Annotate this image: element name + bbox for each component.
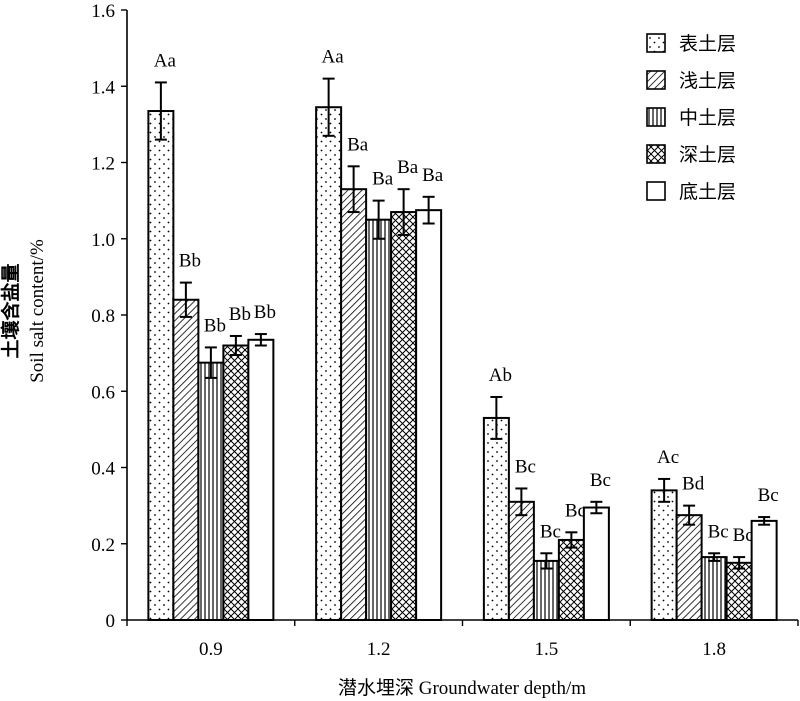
bar-dots bbox=[315, 106, 343, 621]
x-tick-label: 1.5 bbox=[535, 639, 559, 660]
significance-label: Ba bbox=[397, 157, 419, 178]
bar-dots bbox=[147, 110, 175, 621]
bar-blank bbox=[582, 506, 610, 621]
y-tick-label: 0.6 bbox=[91, 382, 115, 403]
bar-vertical bbox=[700, 556, 728, 621]
significance-label: Ac bbox=[657, 447, 679, 468]
significance-label: Bc bbox=[758, 485, 779, 506]
bar-blank bbox=[415, 209, 443, 621]
bar-diagonal bbox=[340, 188, 368, 621]
legend-label: 深土层 bbox=[679, 144, 736, 166]
legend-swatch-blank bbox=[646, 181, 666, 201]
y-axis: 0 0.2 0.4 0.6 0.8 1.0 1.2 1.4 1.6 bbox=[91, 1, 128, 632]
significance-label: Bb bbox=[229, 304, 251, 325]
y-tick-label: 0.2 bbox=[91, 535, 115, 556]
legend-label: 表土层 bbox=[679, 33, 736, 55]
legend-swatch-dots bbox=[646, 33, 666, 53]
bar-crosshatch bbox=[725, 561, 753, 621]
significance-label: Ba bbox=[372, 169, 394, 190]
x-tick-label: 0.9 bbox=[199, 639, 223, 660]
significance-label: Bc bbox=[540, 521, 561, 542]
x-axis: 0.9 1.2 1.5 1.8 bbox=[126, 619, 799, 660]
x-tick-label: 1.2 bbox=[367, 639, 391, 660]
bar-dots bbox=[650, 489, 678, 621]
bar-blank bbox=[750, 519, 778, 621]
significance-label: Bb bbox=[204, 315, 226, 336]
significance-label: Bb bbox=[179, 251, 201, 272]
significance-label: Bc bbox=[515, 456, 536, 477]
y-tick-label: 1.2 bbox=[91, 154, 115, 175]
bar-diagonal bbox=[172, 298, 200, 621]
bar-dots bbox=[482, 416, 510, 621]
bar-vertical bbox=[365, 218, 393, 621]
legend-swatch-crosshatch bbox=[646, 144, 666, 164]
legend-swatch-diagonal bbox=[646, 70, 666, 90]
significance-label: Ab bbox=[489, 365, 512, 386]
legend-swatch-vertical bbox=[646, 107, 666, 127]
bar-vertical bbox=[197, 361, 225, 621]
significance-label: Aa bbox=[322, 47, 345, 68]
y-tick-label: 0.4 bbox=[91, 459, 115, 480]
significance-label: Bc bbox=[733, 525, 754, 546]
x-tick-label: 1.8 bbox=[702, 639, 726, 660]
bar-blank bbox=[247, 338, 275, 621]
significance-label: Ba bbox=[347, 134, 369, 155]
y-axis-title-cn: 土壤含盐量 bbox=[0, 263, 22, 358]
y-axis-title-en: Soil salt content/% bbox=[27, 239, 48, 383]
significance-label: Bc bbox=[708, 521, 729, 542]
bar-crosshatch bbox=[390, 211, 418, 621]
y-tick-label: 1.4 bbox=[91, 77, 115, 98]
significance-label: Bc bbox=[590, 470, 611, 491]
significance-label: Aa bbox=[154, 50, 177, 71]
bar-vertical bbox=[532, 559, 560, 621]
significance-label: Bd bbox=[682, 474, 705, 495]
y-tick-label: 1.6 bbox=[91, 1, 115, 22]
bar-crosshatch bbox=[222, 344, 250, 621]
legend-label: 浅土层 bbox=[679, 70, 736, 92]
legend-label: 底土层 bbox=[679, 181, 736, 203]
y-tick-label: 1.0 bbox=[91, 230, 115, 251]
y-tick-label: 0.8 bbox=[91, 306, 115, 327]
significance-label: Bb bbox=[254, 302, 276, 323]
bar-diagonal bbox=[675, 514, 703, 621]
y-tick-label: 0 bbox=[106, 611, 116, 632]
significance-label: Ba bbox=[422, 165, 444, 186]
bar-diagonal bbox=[507, 500, 535, 621]
x-axis-title: 潜水埋深 Groundwater depth/m bbox=[338, 677, 586, 699]
significance-label: Bc bbox=[565, 500, 586, 521]
bar-crosshatch bbox=[557, 538, 585, 621]
legend-label: 中土层 bbox=[679, 107, 736, 129]
